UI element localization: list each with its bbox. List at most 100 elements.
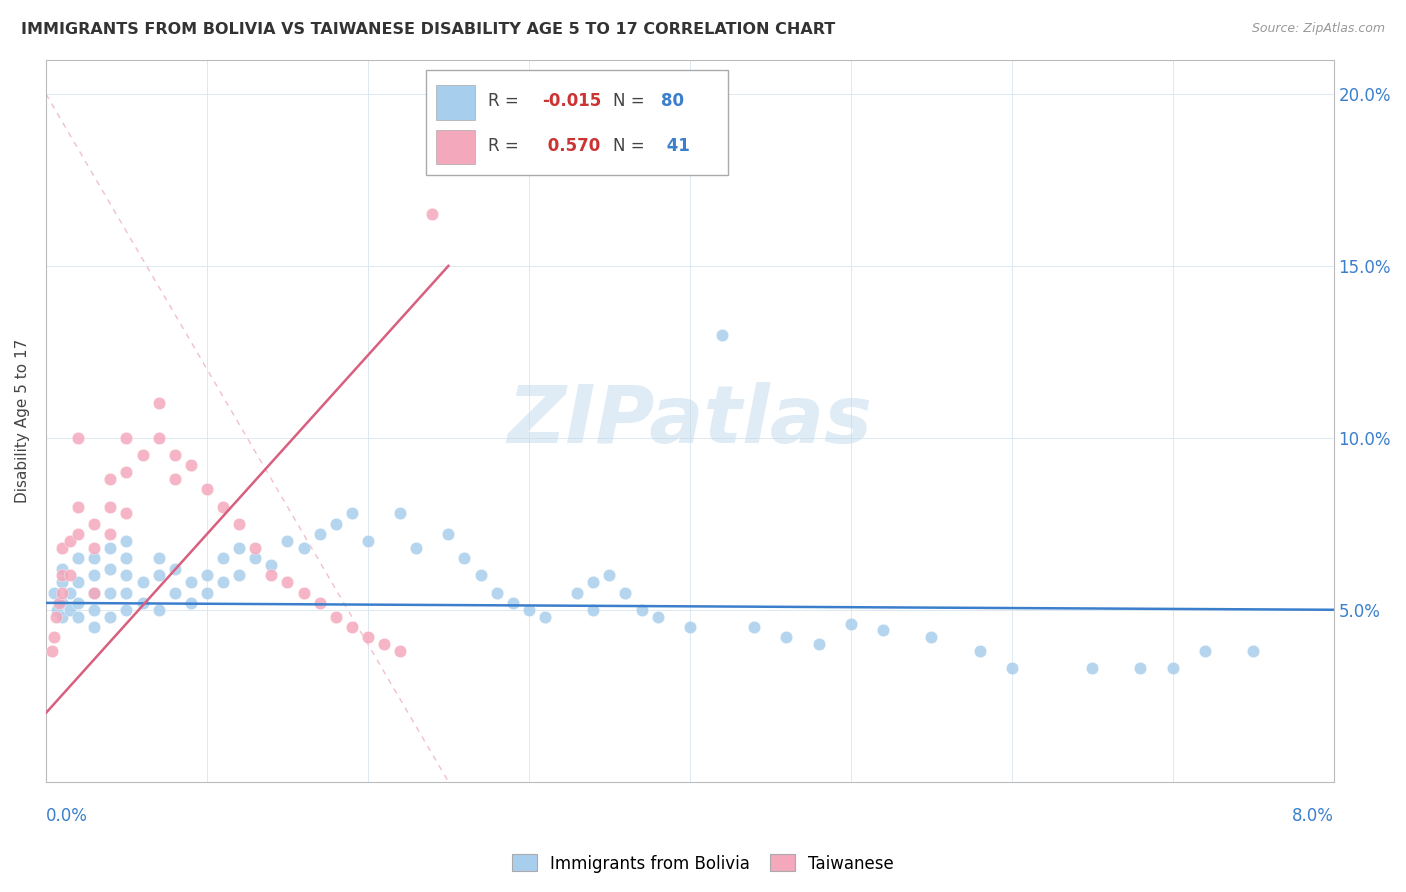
Point (98, 541, 121, 555)
Point (260, 558, 283, 572)
Point (51, 568, 73, 582)
Point (131, 448, 153, 462)
Point (228, 568, 250, 582)
Point (711, 327, 734, 342)
Point (46, 603, 69, 617)
Point (180, 596, 202, 610)
Point (98, 585, 121, 599)
Point (59, 603, 82, 617)
Point (148, 431, 170, 445)
Point (245, 541, 267, 555)
Point (1161, 661, 1184, 675)
Point (67, 431, 90, 445)
Text: 0.0%: 0.0% (46, 807, 87, 825)
Point (42, 630, 65, 644)
Point (1194, 644, 1216, 658)
Point (83, 603, 105, 617)
Text: Source: ZipAtlas.com: Source: ZipAtlas.com (1251, 22, 1385, 36)
Point (163, 448, 186, 462)
Text: 80: 80 (661, 92, 685, 110)
Point (148, 396, 170, 410)
Point (131, 596, 153, 610)
Point (1081, 661, 1104, 675)
Point (276, 534, 298, 549)
Text: 8.0%: 8.0% (1292, 807, 1334, 825)
Point (245, 551, 267, 566)
Point (1001, 661, 1024, 675)
Point (742, 620, 765, 634)
Point (1241, 644, 1264, 658)
Point (969, 644, 991, 658)
Bar (436, 85, 475, 120)
Point (1129, 661, 1152, 675)
Point (51, 541, 73, 555)
Point (98, 527, 121, 541)
Point (839, 616, 862, 631)
Point (59, 568, 82, 582)
Point (212, 500, 235, 514)
Text: N =: N = (613, 92, 650, 110)
Point (212, 551, 235, 566)
Point (115, 603, 138, 617)
Point (357, 534, 380, 549)
Bar (436, 129, 475, 164)
Point (83, 516, 105, 531)
Point (420, 207, 443, 221)
Point (212, 575, 235, 590)
Point (148, 603, 170, 617)
Point (67, 551, 90, 566)
Point (582, 575, 605, 590)
Point (67, 596, 90, 610)
Point (41, 644, 63, 658)
Text: -0.015: -0.015 (541, 92, 600, 110)
Point (389, 644, 412, 658)
Point (340, 507, 363, 521)
Point (67, 575, 90, 590)
Text: 41: 41 (661, 137, 690, 155)
Point (148, 568, 170, 582)
Point (180, 575, 202, 590)
Point (582, 603, 605, 617)
Point (679, 620, 702, 634)
Point (115, 465, 138, 479)
Point (775, 630, 797, 644)
Point (308, 596, 330, 610)
Point (807, 637, 830, 651)
Point (115, 507, 138, 521)
Point (228, 516, 250, 531)
Point (357, 630, 380, 644)
Point (195, 568, 218, 582)
Point (115, 551, 138, 566)
Point (59, 534, 82, 549)
Point (163, 561, 186, 575)
Point (920, 630, 942, 644)
Point (180, 458, 202, 473)
Text: R =: R = (488, 92, 523, 110)
Point (470, 568, 492, 582)
Legend: Immigrants from Bolivia, Taiwanese: Immigrants from Bolivia, Taiwanese (505, 847, 901, 880)
Point (502, 596, 524, 610)
Text: IMMIGRANTS FROM BOLIVIA VS TAIWANESE DISABILITY AGE 5 TO 17 CORRELATION CHART: IMMIGRANTS FROM BOLIVIA VS TAIWANESE DIS… (21, 22, 835, 37)
Point (115, 568, 138, 582)
Point (517, 603, 540, 617)
Point (67, 609, 90, 624)
Point (292, 585, 315, 599)
Point (163, 472, 186, 486)
Point (115, 431, 138, 445)
Point (872, 624, 894, 638)
Point (148, 551, 170, 566)
Point (228, 541, 250, 555)
Point (405, 541, 427, 555)
Point (83, 551, 105, 566)
Point (534, 609, 557, 624)
Point (325, 609, 347, 624)
Point (83, 585, 105, 599)
Text: 0.570: 0.570 (541, 137, 600, 155)
Point (59, 585, 82, 599)
Point (195, 483, 218, 497)
Point (195, 585, 218, 599)
Point (131, 575, 153, 590)
Point (614, 585, 637, 599)
Point (98, 609, 121, 624)
Point (565, 585, 588, 599)
